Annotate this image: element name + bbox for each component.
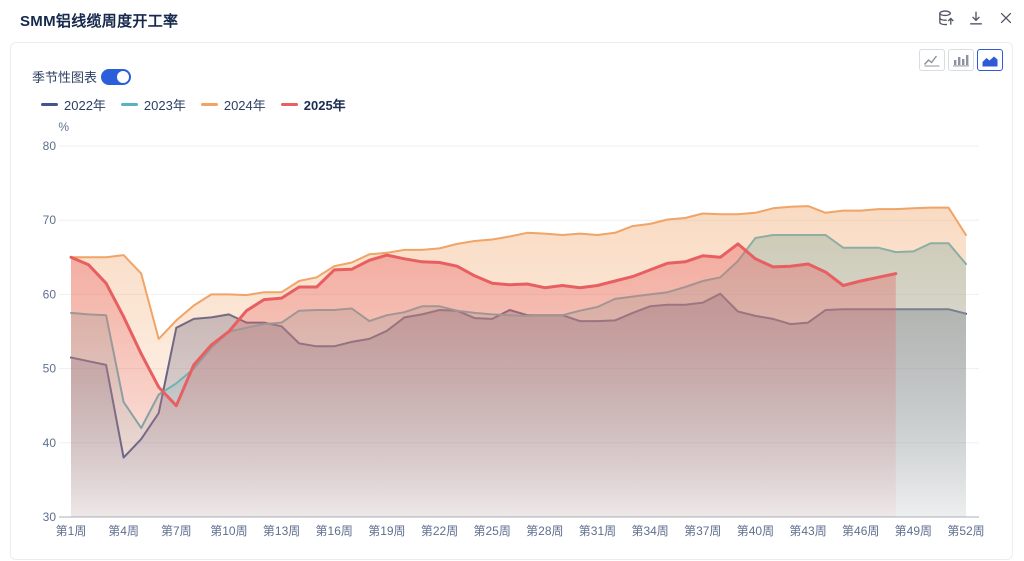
page-title: SMM铝线缆周度开工率: [20, 13, 179, 30]
toggle-knob: [117, 70, 130, 83]
legend-item-2025[interactable]: 2025年: [280, 95, 346, 114]
seasonal-toggle-label: 季节性图表: [32, 70, 98, 85]
area-chart-type-button[interactable]: [977, 49, 1003, 71]
chart-type-switcher: [919, 49, 1003, 71]
svg-text:第22周: 第22周: [421, 524, 458, 538]
line-chart-type-button[interactable]: [919, 49, 945, 71]
svg-text:30: 30: [43, 510, 57, 524]
legend-item-2023[interactable]: 2023年: [120, 95, 186, 114]
svg-text:第1周: 第1周: [56, 524, 87, 538]
legend-item-2024[interactable]: 2024年: [200, 95, 266, 114]
legend-item-2022[interactable]: 2022年: [41, 95, 106, 114]
legend-swatch: [120, 103, 138, 106]
legend-label: 2024年: [223, 98, 266, 113]
svg-text:%: %: [58, 120, 69, 134]
svg-text:第37周: 第37周: [684, 524, 721, 538]
legend: 2022年 2023年 2024年 2025年: [41, 95, 346, 114]
header-icons: [936, 8, 1016, 28]
bar-chart-type-button[interactable]: [948, 49, 974, 71]
widget-header: SMM铝线缆周度开工率: [0, 0, 1024, 40]
svg-text:50: 50: [43, 362, 57, 376]
svg-text:第46周: 第46周: [842, 524, 879, 538]
seasonal-toggle[interactable]: [101, 68, 132, 85]
chart-area[interactable]: 30 40 50 60 70 80% 第1周 第4周 第7周 第10周 第13周 第16周 第19周 第2…: [11, 43, 1014, 561]
svg-text:70: 70: [43, 213, 57, 227]
legend-label: 2023年: [143, 98, 186, 113]
close-icon[interactable]: [996, 8, 1016, 28]
svg-text:第34周: 第34周: [631, 524, 668, 538]
download-icon[interactable]: [966, 8, 986, 28]
svg-text:第7周: 第7周: [161, 524, 192, 538]
svg-text:40: 40: [43, 436, 57, 450]
svg-text:第4周: 第4周: [108, 524, 139, 538]
svg-text:第28周: 第28周: [526, 524, 563, 538]
svg-text:第40周: 第40周: [737, 524, 774, 538]
export-data-icon[interactable]: [936, 8, 956, 28]
svg-text:第43周: 第43周: [789, 524, 826, 538]
legend-label: 2025年: [303, 98, 346, 113]
svg-text:第52周: 第52周: [947, 524, 984, 538]
svg-text:第16周: 第16周: [316, 524, 353, 538]
legend-label: 2022年: [64, 98, 106, 113]
legend-swatch: [41, 103, 58, 106]
svg-text:第25周: 第25周: [473, 524, 510, 538]
svg-text:第31周: 第31周: [579, 524, 616, 538]
seasonal-toggle-row: 季节性图表: [32, 67, 132, 86]
svg-text:第10周: 第10周: [210, 524, 247, 538]
legend-swatch: [200, 103, 218, 106]
legend-swatch: [280, 103, 298, 106]
chart-card: 季节性图表 2022年 2023年 2024年 2025年 30 40 50 60 70 80%…: [10, 42, 1013, 560]
svg-text:80: 80: [43, 139, 57, 153]
svg-text:第19周: 第19周: [368, 524, 405, 538]
svg-text:第49周: 第49周: [895, 524, 932, 538]
svg-text:60: 60: [43, 287, 57, 301]
svg-text:第13周: 第13周: [263, 524, 300, 538]
